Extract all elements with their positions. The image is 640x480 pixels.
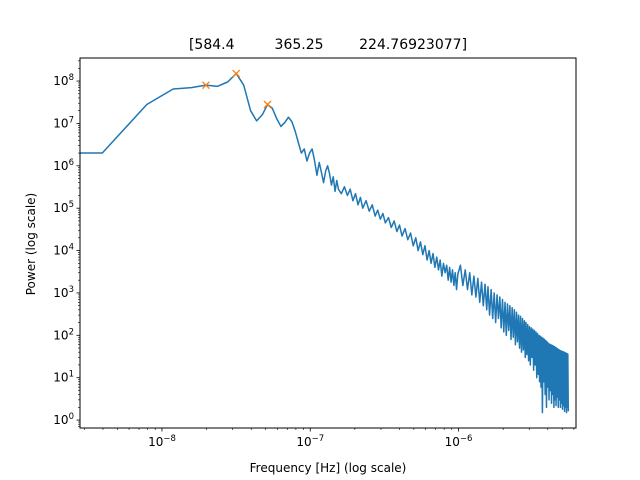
x-tick-label: 10−6 <box>445 434 473 449</box>
x-axis-label: Frequency [Hz] (log scale) <box>250 461 407 475</box>
y-tick-label: 108 <box>53 73 74 88</box>
y-tick-label: 102 <box>53 327 74 342</box>
peak-marker <box>263 100 272 109</box>
spectrum-line <box>80 72 570 414</box>
y-axis-label: Power (log scale) <box>24 193 38 296</box>
y-tick-label: 101 <box>53 370 74 385</box>
y-tick-label: 107 <box>53 115 74 130</box>
axes-frame <box>79 57 577 429</box>
plot-area <box>80 69 570 414</box>
chart-title: [584.4 365.25 224.76923077] <box>189 37 467 53</box>
peak-marker <box>201 81 210 90</box>
y-tick-label: 103 <box>53 285 74 300</box>
y-tick-label: 104 <box>53 243 74 258</box>
peak-marker <box>232 69 241 78</box>
x-tick-label: 10−8 <box>148 434 176 449</box>
x-tick-label: 10−7 <box>296 434 324 449</box>
y-axis: 100 101 102 103 104 105 106 107 108 <box>53 60 80 427</box>
y-tick-label: 106 <box>53 158 74 173</box>
y-tick-label: 100 <box>53 412 74 427</box>
x-axis: 10−8 10−7 10−6 <box>84 428 575 449</box>
y-tick-label: 105 <box>53 200 74 215</box>
